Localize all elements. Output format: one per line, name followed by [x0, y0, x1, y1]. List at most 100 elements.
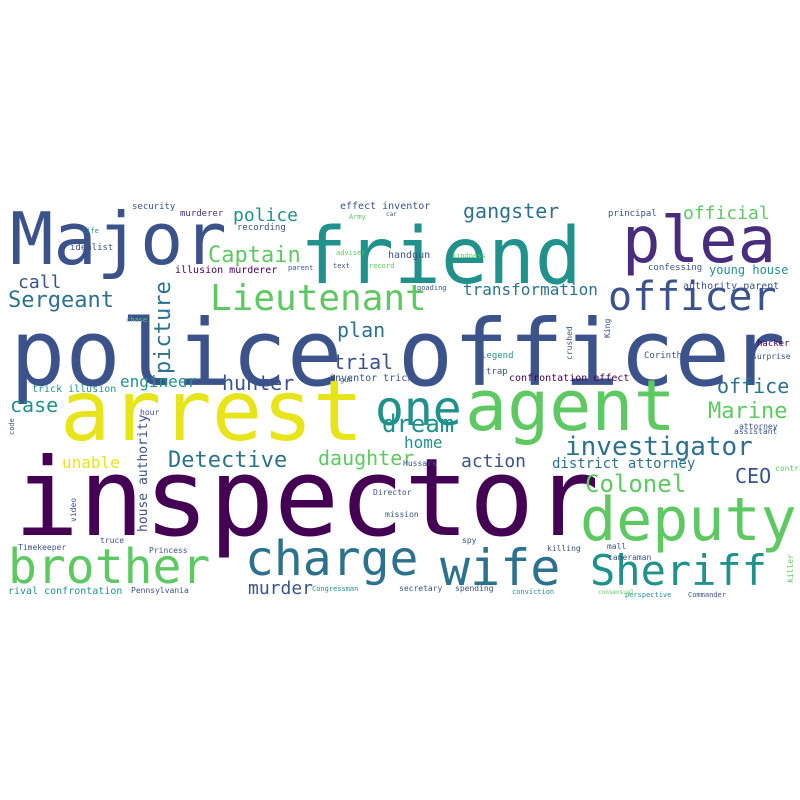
cloud-word: Captain — [208, 243, 301, 268]
cloud-word: mall — [607, 542, 626, 551]
cloud-word: truce — [100, 536, 124, 545]
cloud-word: perspective — [625, 591, 671, 599]
cloud-word: young house — [709, 263, 788, 277]
cloud-word: inventor trick — [329, 373, 413, 384]
cloud-word: plan — [337, 318, 385, 342]
cloud-word: CEO — [735, 464, 771, 488]
cloud-word: text — [333, 262, 350, 270]
cloud-word: spending — [455, 584, 494, 593]
cloud-word: one — [375, 381, 462, 437]
cloud-word: security — [132, 202, 176, 212]
cloud-word: Hussars — [403, 459, 437, 468]
cloud-word: officer — [608, 274, 777, 320]
cloud-word: police — [233, 205, 298, 226]
cloud-word: agent — [465, 365, 676, 447]
cloud-word: Major — [10, 197, 227, 281]
cloud-word: wife — [440, 539, 560, 597]
cloud-word: engineer — [120, 372, 197, 391]
cloud-word: brother — [8, 539, 210, 595]
cloud-word: Sergeant — [8, 288, 114, 313]
cloud-word: goading — [417, 284, 447, 292]
cloud-word: code — [8, 418, 16, 435]
cloud-word: action — [461, 451, 526, 472]
cloud-word: chase — [126, 316, 147, 324]
cloud-word: kindness — [452, 252, 486, 260]
cloud-word: murderer — [180, 209, 224, 219]
cloud-word: deputy — [580, 485, 797, 555]
cloud-word: attorney — [739, 422, 778, 431]
cloud-word: inspector — [14, 436, 599, 561]
cloud-word: confessing — [648, 263, 702, 273]
cloud-word: hour — [140, 408, 159, 417]
cloud-word: Timekeeper — [18, 543, 66, 552]
cloud-word: charge — [245, 531, 418, 587]
cloud-word: plea — [622, 204, 776, 278]
cloud-word: principal — [608, 209, 657, 219]
cloud-word: secretary — [399, 584, 443, 593]
cloud-word: unable — [62, 453, 120, 472]
cloud-word: police officer — [10, 300, 785, 407]
cloud-word: Marine — [708, 399, 787, 424]
cloud-word: rival confrontation — [8, 586, 122, 597]
cloud-word: life — [82, 227, 99, 235]
cloud-word: confrontation effect — [509, 373, 629, 384]
cloud-word: Sheriff — [590, 546, 767, 595]
cloud-word: investigator — [565, 432, 753, 462]
cloud-word: parent — [288, 264, 313, 272]
cloud-word: King — [603, 319, 612, 338]
cloud-word: killer — [786, 554, 795, 583]
cloud-word: office — [717, 374, 789, 398]
cloud-word: illusion murderer — [175, 265, 277, 276]
cloud-word: dream — [382, 410, 454, 438]
cloud-word: trap — [486, 367, 508, 377]
cloud-word: authority parent — [683, 281, 779, 292]
cloud-word: cameraman — [608, 553, 652, 562]
cloud-word: Princess — [149, 546, 188, 555]
cloud-word: house authority — [136, 414, 151, 532]
cloud-word: Detective — [168, 448, 287, 473]
cloud-word: Lieutenant — [210, 278, 427, 319]
cloud-word: Colonel — [585, 470, 686, 498]
cloud-word: effect inventor — [340, 201, 430, 212]
cloud-word: picture — [151, 281, 176, 374]
cloud-word: friend — [300, 212, 582, 302]
cloud-word: gangster — [463, 199, 559, 223]
cloud-word: mission — [385, 510, 419, 519]
cloud-word: murder — [248, 578, 313, 599]
cloud-word: trial — [333, 350, 393, 374]
cloud-word: Commander — [688, 591, 726, 599]
cloud-word: crushed — [565, 326, 574, 360]
cloud-word: call — [18, 272, 61, 293]
cloud-word: trick illusion — [32, 384, 116, 395]
cloud-word: arrest — [60, 362, 363, 460]
cloud-word: consensual — [598, 589, 635, 596]
cloud-word: hunter — [222, 371, 294, 395]
cloud-word: surprise — [752, 352, 791, 361]
cloud-word: handgun — [388, 250, 430, 261]
cloud-word: Congressman — [312, 585, 358, 593]
cloud-word: record — [369, 262, 394, 270]
cloud-word: daughter — [318, 446, 414, 470]
cloud-word: legend — [481, 351, 514, 361]
cloud-word: transformation — [463, 280, 598, 299]
cloud-word: spy — [462, 536, 477, 545]
cloud-word: idealist — [70, 243, 113, 253]
cloud-word: assistant — [734, 427, 778, 436]
cloud-word: case — [10, 393, 58, 417]
cloud-word: official — [683, 203, 770, 224]
cloud-word: car — [386, 211, 397, 218]
cloud-word: gun — [340, 376, 353, 384]
cloud-word: Army — [349, 213, 366, 221]
cloud-word: hacker — [757, 339, 790, 349]
cloud-word: district attorney — [552, 456, 695, 472]
cloud-word: conviction — [512, 588, 554, 596]
cloud-word: video — [69, 498, 78, 522]
cloud-word: recording — [237, 223, 286, 233]
cloud-word: Corinth — [644, 351, 682, 361]
cloud-word: contrast — [775, 464, 800, 473]
cloud-word: killing — [547, 544, 581, 553]
cloud-word: Director — [373, 488, 412, 497]
cloud-word: adviser — [336, 249, 366, 257]
cloud-word: Pennsylvania — [131, 586, 189, 595]
